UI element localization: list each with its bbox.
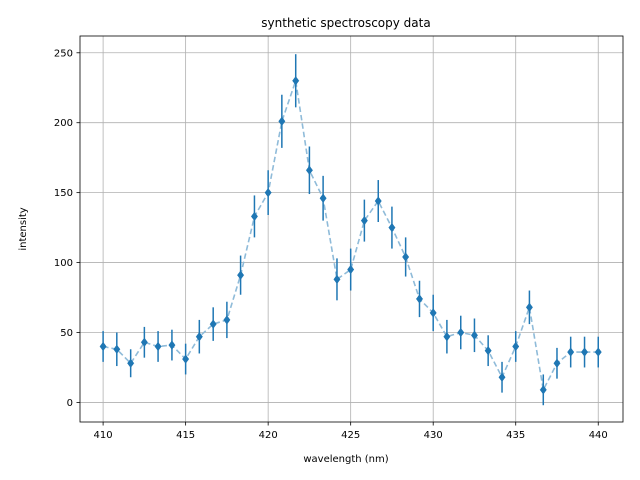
- data-point: [402, 252, 410, 262]
- y-tick-label: 0: [67, 398, 73, 409]
- data-point: [333, 274, 341, 285]
- data-point: [154, 341, 162, 352]
- grid: [80, 36, 623, 422]
- x-tick-label: 440: [589, 430, 608, 441]
- data-point: [498, 372, 506, 382]
- data-point: [443, 331, 451, 342]
- data-point: [525, 302, 533, 313]
- y-tick-label: 50: [60, 328, 73, 339]
- data-point: [553, 358, 561, 368]
- x-tick-label: 430: [424, 430, 443, 441]
- data-point: [429, 308, 437, 318]
- x-axis-ticks: 410 415 420 425 430 435 440: [94, 422, 608, 441]
- data-point: [567, 347, 575, 357]
- x-tick-label: 415: [176, 430, 195, 441]
- plot-frame: [79, 35, 624, 423]
- y-tick-label: 100: [54, 258, 73, 269]
- data-point: [388, 222, 396, 233]
- data-point: [347, 264, 355, 275]
- data-point: [195, 331, 203, 342]
- data-point: [319, 193, 327, 203]
- data-point: [305, 165, 313, 175]
- y-axis-ticks: 0 50 100 150 200 250: [54, 48, 80, 409]
- data-point: [250, 211, 258, 222]
- data-point: [292, 76, 300, 86]
- data-point: [182, 354, 190, 364]
- data-markers: [99, 76, 602, 395]
- data-point: [237, 270, 245, 280]
- data-point: [470, 330, 478, 341]
- data-point: [278, 116, 286, 127]
- chart-title: synthetic spectroscopy data: [261, 16, 430, 30]
- data-point: [168, 340, 176, 350]
- data-point: [360, 215, 368, 226]
- x-tick-label: 425: [341, 430, 360, 441]
- y-tick-label: 150: [54, 188, 73, 199]
- data-point: [512, 341, 520, 352]
- data-point: [140, 337, 148, 348]
- data-point: [415, 294, 424, 304]
- data-point: [223, 315, 231, 325]
- y-tick-label: 200: [54, 118, 73, 129]
- data-point: [374, 196, 382, 206]
- x-tick-label: 420: [259, 430, 278, 441]
- x-axis-label: wavelength (nm): [303, 454, 388, 465]
- y-axis-label: intensity: [18, 207, 29, 250]
- x-tick-label: 410: [94, 430, 113, 441]
- error-bars: [102, 54, 599, 406]
- data-point: [99, 341, 107, 352]
- data-point: [581, 347, 589, 357]
- data-point: [484, 345, 492, 356]
- data-point: [127, 358, 135, 368]
- data-point: [264, 187, 272, 198]
- data-point: [457, 327, 465, 338]
- data-point: [113, 344, 121, 354]
- data-point: [209, 319, 217, 329]
- y-tick-label: 250: [54, 48, 73, 59]
- data-point: [539, 385, 547, 395]
- data-point: [594, 347, 602, 357]
- x-tick-label: 435: [506, 430, 525, 441]
